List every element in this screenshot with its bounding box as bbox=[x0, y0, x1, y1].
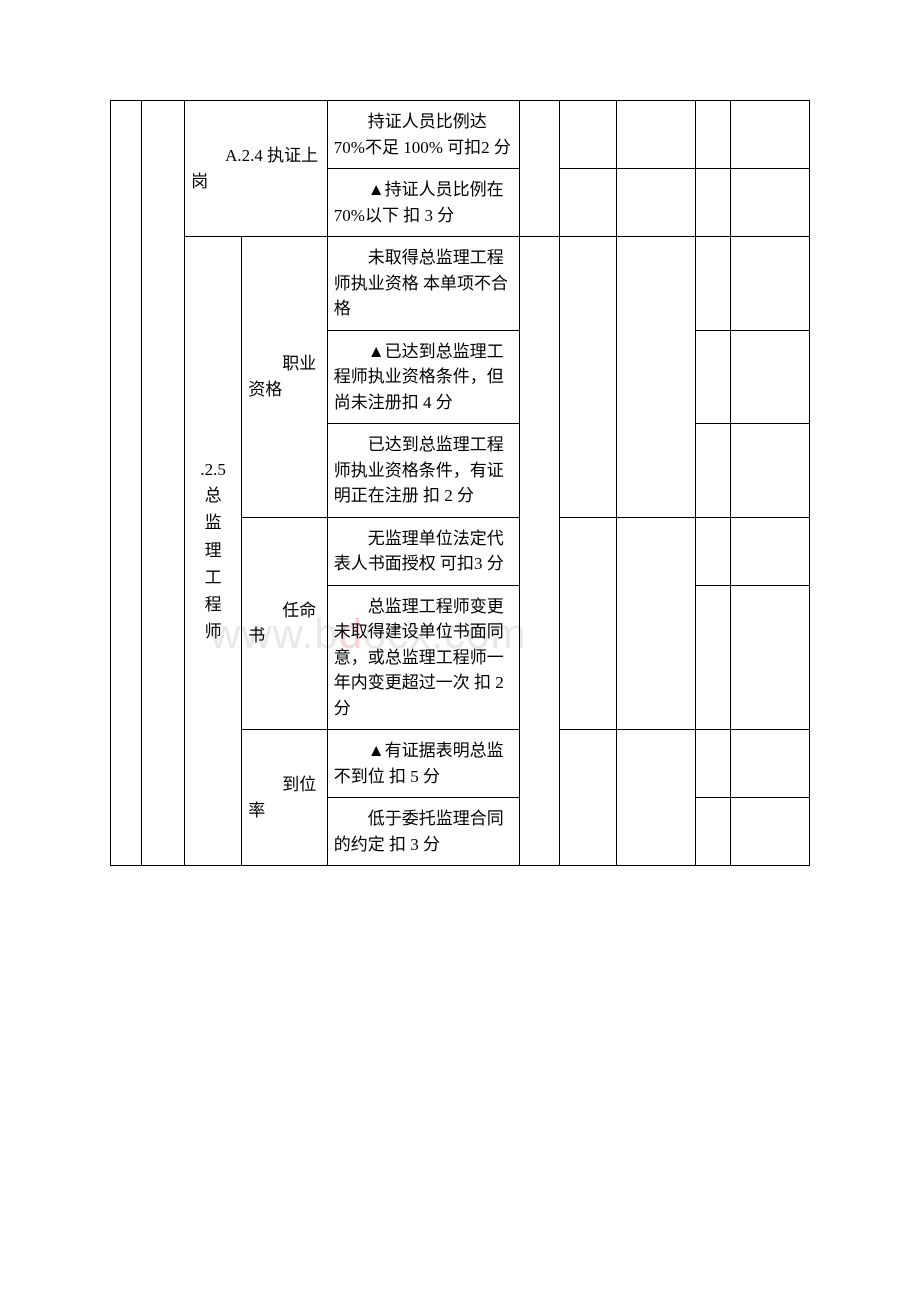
detail-cell: ▲已达到总监理工程师执业资格条件，但尚未注册扣 4 分 bbox=[327, 330, 520, 424]
blank-cell bbox=[731, 730, 810, 798]
blank-cell bbox=[142, 101, 185, 866]
blank-cell bbox=[695, 424, 731, 518]
blank-cell bbox=[695, 101, 731, 169]
detail-cell: 持证人员比例达 70%不足 100% 可扣2 分 bbox=[327, 101, 520, 169]
blank-cell bbox=[731, 101, 810, 169]
blank-cell bbox=[731, 169, 810, 237]
section-title: 总监理工程师 bbox=[205, 482, 222, 645]
blank-cell bbox=[617, 237, 695, 518]
blank-cell bbox=[695, 237, 731, 331]
section-code: .2.5 bbox=[191, 457, 235, 483]
blank-cell bbox=[695, 585, 731, 730]
blank-cell bbox=[520, 101, 560, 237]
detail-cell: 未取得总监理工程师执业资格 本单项不合格 bbox=[327, 237, 520, 331]
section-code-cell: .2.5 总监理工程师 bbox=[185, 237, 242, 866]
blank-cell bbox=[520, 237, 560, 866]
detail-cell: 总监理工程师变更未取得建设单位书面同意，或总监理工程师一年内变更超过一次 扣 2… bbox=[327, 585, 520, 730]
blank-cell bbox=[731, 517, 810, 585]
blank-cell bbox=[731, 237, 810, 331]
subitem-label: 到位率 bbox=[242, 730, 328, 866]
table-row: A.2.4 执证上岗 持证人员比例达 70%不足 100% 可扣2 分 bbox=[111, 101, 810, 169]
subitem-label: 任命书 bbox=[242, 517, 328, 730]
section-label: A.2.4 执证上岗 bbox=[185, 101, 328, 237]
blank-cell bbox=[560, 730, 617, 866]
detail-cell: 无监理单位法定代表人书面授权 可扣3 分 bbox=[327, 517, 520, 585]
blank-cell bbox=[560, 237, 617, 518]
detail-cell: 已达到总监理工程师执业资格条件，有证明正在注册 扣 2 分 bbox=[327, 424, 520, 518]
evaluation-table: A.2.4 执证上岗 持证人员比例达 70%不足 100% 可扣2 分 ▲持证人… bbox=[110, 100, 810, 866]
detail-cell: ▲持证人员比例在 70%以下 扣 3 分 bbox=[327, 169, 520, 237]
blank-cell bbox=[731, 585, 810, 730]
blank-cell bbox=[560, 169, 617, 237]
blank-cell bbox=[560, 101, 617, 169]
blank-cell bbox=[695, 798, 731, 866]
blank-cell bbox=[695, 517, 731, 585]
subitem-label: 职业资格 bbox=[242, 237, 328, 518]
detail-cell: 低于委托监理合同的约定 扣 3 分 bbox=[327, 798, 520, 866]
table-row: .2.5 总监理工程师 职业资格 未取得总监理工程师执业资格 本单项不合格 bbox=[111, 237, 810, 331]
blank-cell bbox=[617, 101, 695, 169]
blank-cell bbox=[617, 169, 695, 237]
blank-cell bbox=[617, 730, 695, 866]
blank-cell bbox=[731, 798, 810, 866]
detail-cell: ▲有证据表明总监不到位 扣 5 分 bbox=[327, 730, 520, 798]
blank-cell bbox=[695, 730, 731, 798]
blank-cell bbox=[731, 330, 810, 424]
blank-cell bbox=[731, 424, 810, 518]
blank-cell bbox=[560, 517, 617, 730]
blank-cell bbox=[111, 101, 142, 866]
blank-cell bbox=[695, 330, 731, 424]
blank-cell bbox=[695, 169, 731, 237]
blank-cell bbox=[617, 517, 695, 730]
